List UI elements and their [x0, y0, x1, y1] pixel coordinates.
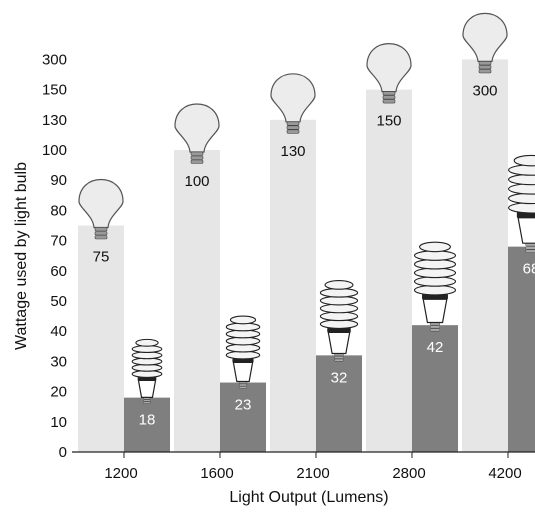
y-tick-label: 130: [42, 112, 67, 129]
x-tick-label: 2800: [392, 465, 425, 482]
icons-layer: [78, 12, 535, 404]
bar-incandescent: [462, 59, 508, 453]
y-tick-label: 300: [42, 51, 67, 68]
y-tick-label: 30: [50, 353, 67, 370]
data-label-incandescent: 150: [376, 113, 401, 130]
bar-cfl: [412, 325, 458, 452]
bar-cfl: [220, 382, 266, 452]
y-tick-label: 70: [50, 233, 67, 250]
data-label-incandescent: 100: [184, 173, 209, 190]
incandescent-bulb-icon: [78, 178, 124, 240]
incandescent-bulb-icon: [462, 12, 508, 74]
cfl-bulb-icon: [413, 241, 457, 332]
data-label-incandescent: 130: [280, 143, 305, 160]
data-label-incandescent: 75: [93, 249, 110, 266]
incandescent-bulb-icon: [174, 103, 220, 164]
cfl-bulb-icon: [131, 338, 163, 404]
y-tick-label: 90: [50, 172, 67, 189]
axes-layer: 1200 1600 2100 2800 4200 0 10 20 30 40 50 60 70 80 90 1…: [42, 51, 535, 482]
bar-incandescent: [174, 150, 220, 452]
bar-incandescent: [366, 89, 412, 452]
bars-layer: [78, 59, 535, 453]
data-label-cfl: 23: [235, 397, 252, 414]
bar-incandescent: [270, 119, 316, 453]
y-tick-label: 10: [50, 414, 67, 431]
y-axis-title: Wattage used by light bulb: [13, 162, 30, 350]
bar-cfl: [124, 397, 170, 452]
bar-incandescent: [78, 225, 124, 452]
x-tick-label: 1200: [104, 465, 137, 482]
y-tick-label: 100: [42, 142, 67, 159]
y-tick-label: 80: [50, 202, 67, 219]
y-tick-label: 50: [50, 293, 67, 310]
y-tick-label: 20: [50, 384, 67, 401]
bar-cfl: [508, 246, 535, 452]
data-label-incandescent: 300: [472, 82, 497, 99]
incandescent-bulb-icon: [270, 73, 316, 134]
data-label-cfl: 18: [139, 412, 156, 429]
data-labels-layer: 75 18 100 23 130 32 150 42 300 68: [93, 82, 535, 428]
x-axis-title: Light Output (Lumens): [229, 489, 388, 506]
x-tick-label: 4200: [488, 465, 521, 482]
y-tick-label: 60: [50, 263, 67, 280]
cfl-bulb-icon: [319, 280, 359, 362]
x-tick-label: 2100: [296, 465, 329, 482]
x-tick-label: 1600: [200, 465, 233, 482]
cfl-bulb-icon: [508, 154, 535, 253]
data-label-cfl: 42: [427, 339, 444, 356]
data-label-cfl: 68: [523, 261, 535, 278]
incandescent-bulb-icon: [366, 42, 412, 104]
y-tick-label: 40: [50, 323, 67, 340]
data-label-cfl: 32: [331, 369, 348, 386]
cfl-bulb-icon: [225, 315, 261, 389]
bar-cfl: [316, 355, 362, 452]
y-tick-label: 0: [59, 444, 67, 461]
y-tick-label: 150: [42, 82, 67, 99]
